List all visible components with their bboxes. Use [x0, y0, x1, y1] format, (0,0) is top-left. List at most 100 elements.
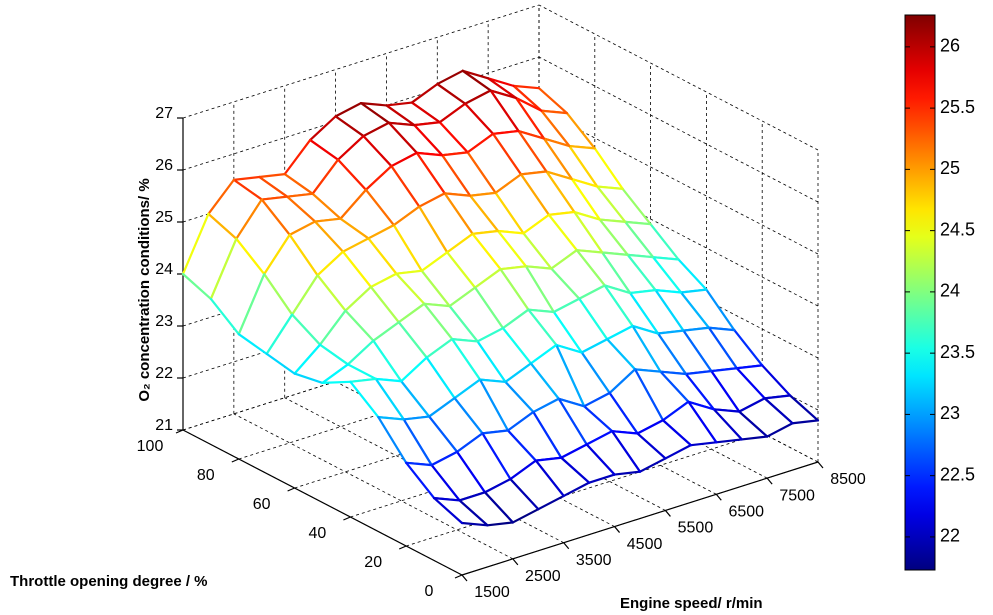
x-tick-label: 8500: [830, 471, 866, 488]
mesh-edge: [626, 253, 655, 259]
mesh-edge: [423, 302, 451, 308]
surface-face: [688, 401, 742, 443]
surface-face: [556, 345, 610, 407]
mesh-edge: [580, 351, 611, 395]
surface-face: [368, 225, 422, 274]
mesh-edge: [420, 251, 449, 272]
mesh-edge: [341, 237, 370, 253]
x-tick: [461, 574, 468, 582]
mesh-edge: [519, 170, 548, 176]
mesh-edge: [562, 481, 591, 498]
mesh-edge: [511, 508, 540, 524]
mesh-edge: [237, 333, 268, 355]
surface-face: [388, 122, 443, 156]
z-tick-label: 25: [155, 209, 173, 226]
mesh-edge: [265, 352, 296, 375]
mesh-edge: [496, 229, 528, 268]
mesh-edge: [390, 151, 418, 168]
mesh-edge: [687, 400, 715, 411]
colorbar-tick-label: 22.5: [940, 464, 975, 484]
mesh-edge: [181, 212, 210, 276]
mesh-edge: [659, 370, 690, 403]
mesh-edge: [633, 368, 662, 373]
mesh-edge: [524, 265, 555, 314]
mesh-edge: [466, 132, 495, 154]
colorbar-tick-label: 23.5: [940, 342, 975, 362]
mesh-edge: [425, 338, 454, 359]
mesh-edge: [415, 151, 444, 157]
surface-face: [373, 322, 427, 382]
mesh-edge: [537, 494, 565, 511]
x-tick-label: 7500: [779, 487, 815, 504]
surface-face: [449, 287, 503, 342]
x-tick: [614, 526, 621, 533]
surface-face: [416, 152, 471, 196]
mesh-edge: [385, 101, 413, 107]
mesh-edge: [232, 178, 263, 201]
surface-face: [284, 140, 339, 194]
mesh-edge: [486, 521, 514, 527]
mesh-edge: [705, 288, 736, 332]
mesh-edge: [527, 308, 558, 347]
surface-face: [713, 409, 768, 440]
mesh-edge: [509, 477, 540, 511]
mesh-edge: [791, 419, 820, 425]
mesh-edge: [464, 89, 492, 105]
mesh-edge: [334, 115, 365, 138]
surface-face: [543, 138, 598, 187]
grid-line: [406, 432, 763, 547]
mesh-edge: [458, 491, 487, 502]
surface-face: [513, 85, 567, 114]
mesh-edge: [557, 397, 586, 408]
mesh-edge: [374, 377, 403, 383]
surface-face: [482, 430, 536, 480]
surface-face: [569, 146, 623, 189]
mesh-edge: [433, 497, 461, 502]
mesh-edge: [494, 173, 523, 194]
colorbar-tick-label: 25: [940, 158, 960, 178]
mesh-edge: [578, 284, 606, 300]
mesh-edge: [418, 192, 446, 208]
mesh-edge: [682, 329, 713, 373]
mesh-edge: [656, 332, 688, 376]
mesh-edge: [610, 430, 639, 435]
mesh-edge: [387, 121, 418, 154]
surface-face: [551, 250, 605, 299]
surface-face: [465, 90, 519, 134]
mesh-edge: [413, 121, 441, 127]
mesh-edge: [487, 77, 515, 87]
mesh-edge: [344, 309, 375, 342]
mesh-edge: [578, 297, 609, 341]
surface-face: [261, 196, 316, 235]
surface-face: [553, 298, 608, 353]
surface-face: [711, 368, 765, 412]
mesh-edge: [400, 356, 428, 383]
mesh-edge: [364, 165, 393, 191]
surface-face: [736, 365, 791, 399]
surface-face: [518, 131, 572, 180]
mesh-edge: [466, 151, 497, 194]
mesh-edge: [415, 151, 446, 195]
surface-face: [396, 270, 450, 307]
colorbar-tick-label: 24: [940, 281, 960, 301]
x-tick: [715, 493, 722, 501]
surface-face: [495, 174, 549, 234]
surface-face: [439, 103, 494, 153]
mesh-edge: [540, 109, 571, 148]
colorbar-tick-label: 26: [940, 36, 960, 56]
surface-face: [739, 398, 793, 437]
mesh-edge: [339, 217, 370, 240]
mesh-edge: [473, 286, 505, 330]
mesh-edge: [260, 195, 289, 201]
mesh-edge: [181, 272, 212, 300]
mesh-edge: [316, 274, 347, 312]
x-tick-label: 1500: [474, 584, 510, 601]
mesh-edge: [410, 101, 441, 124]
mesh-edge: [715, 438, 743, 444]
mesh-edge: [573, 210, 601, 221]
y-tick-label: 40: [309, 525, 327, 542]
surface-face: [576, 250, 631, 294]
mesh-edge: [512, 84, 543, 112]
surface-face: [208, 179, 262, 239]
surface-face: [370, 273, 425, 323]
